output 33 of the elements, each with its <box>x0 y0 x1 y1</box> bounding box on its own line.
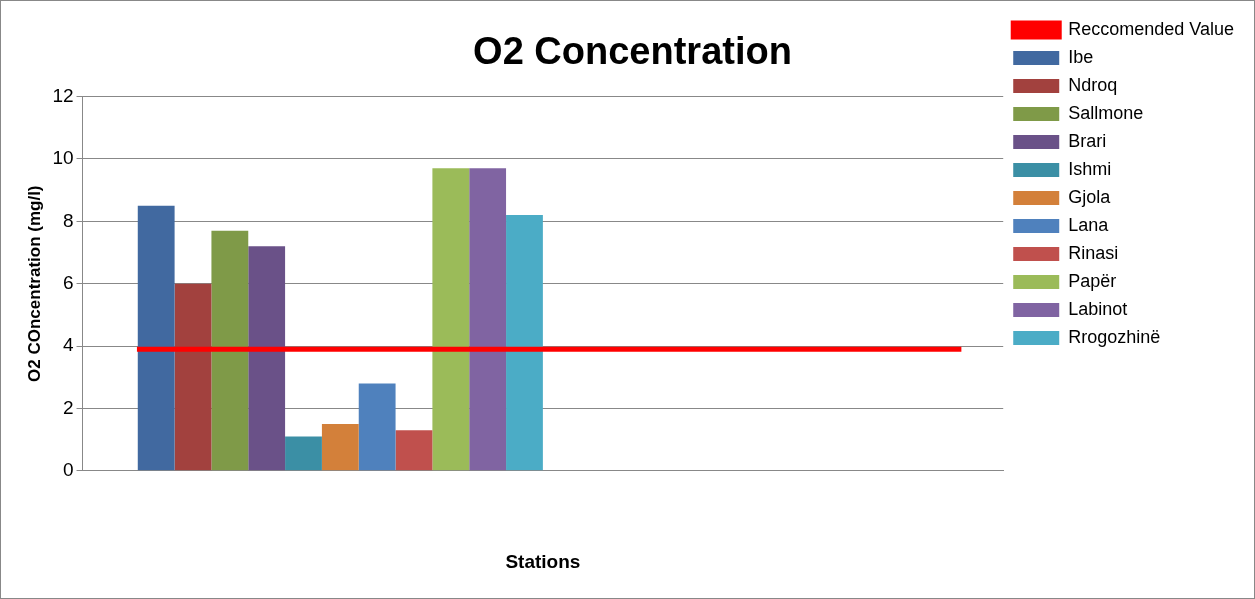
bar <box>432 168 470 471</box>
legend-label: Ishmi <box>1068 158 1112 179</box>
legend-label: Ndroq <box>1068 74 1118 95</box>
legend-label: Labinot <box>1068 298 1128 319</box>
bar <box>358 383 396 471</box>
legend-label: Lana <box>1068 214 1110 235</box>
bar <box>174 283 212 471</box>
legend-label: Brari <box>1068 130 1107 151</box>
x-axis-title: Stations <box>505 550 581 572</box>
bar <box>321 424 359 471</box>
y-axis-title: O2 COncentration (mg/l) <box>24 185 44 382</box>
legend-label: Papër <box>1068 270 1117 291</box>
legend-label: Sallmone <box>1068 102 1144 123</box>
y-tick-label: 2 <box>62 396 74 418</box>
bar <box>395 430 433 471</box>
y-tick-label: 0 <box>62 459 74 481</box>
bar <box>469 168 507 471</box>
y-tick-label: 4 <box>62 334 74 356</box>
bar <box>248 246 286 471</box>
legend-label: Rinasi <box>1068 242 1119 263</box>
legend-label: Gjola <box>1068 186 1112 207</box>
legend-label: Rrogozhinë <box>1068 326 1161 347</box>
y-tick-label: 12 <box>52 84 74 106</box>
y-tick-label: 6 <box>62 271 74 293</box>
bar <box>211 230 249 471</box>
bar <box>285 436 322 471</box>
chart-title: O2 Concentration <box>473 30 792 73</box>
y-tick-label: 10 <box>52 147 74 169</box>
y-tick-label: 8 <box>62 209 74 231</box>
legend-label: Ibe <box>1068 46 1094 67</box>
bar <box>506 215 543 471</box>
legend-label: Reccomended Value <box>1068 18 1235 39</box>
bar <box>137 205 175 471</box>
